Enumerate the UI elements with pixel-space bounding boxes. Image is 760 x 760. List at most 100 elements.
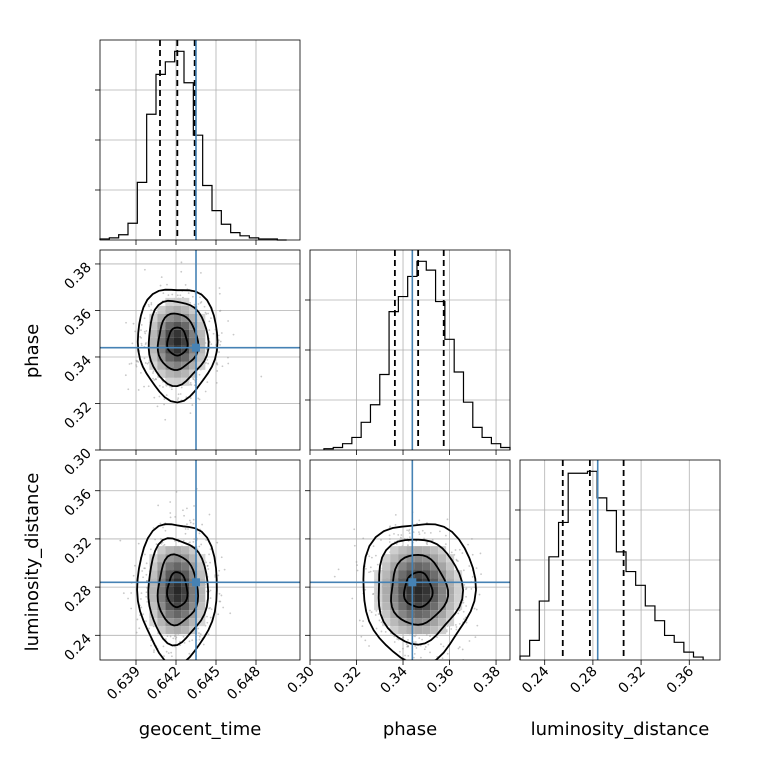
density-cell <box>173 562 182 571</box>
sample-point <box>399 538 402 541</box>
density-cell <box>173 546 182 555</box>
sample-point <box>208 553 210 556</box>
sample-point <box>423 532 426 534</box>
sample-point <box>454 549 457 551</box>
contour-level <box>156 553 200 627</box>
sample-point <box>463 583 466 586</box>
sample-point <box>425 634 428 636</box>
sample-point <box>407 655 410 657</box>
density-cell <box>398 570 407 579</box>
density-cell <box>398 610 407 619</box>
sample-point <box>185 665 187 667</box>
sample-point <box>152 377 154 380</box>
sample-point <box>461 648 464 651</box>
density-cell <box>181 546 190 555</box>
sample-point <box>380 630 383 633</box>
sample-point <box>189 412 192 415</box>
sample-point <box>220 594 223 597</box>
sample-point <box>153 379 156 381</box>
sample-point <box>416 522 418 525</box>
density-cell <box>422 594 431 603</box>
sample-point <box>177 393 180 396</box>
density-cell <box>446 570 455 579</box>
sample-point <box>183 641 186 644</box>
sample-point <box>191 639 194 642</box>
density-cell <box>165 313 174 322</box>
sample-point <box>198 632 200 634</box>
sample-point <box>427 643 430 646</box>
density-cell <box>197 602 206 611</box>
panel-frame <box>309 249 511 451</box>
sample-point <box>143 317 146 320</box>
sample-point <box>167 294 170 297</box>
sample-point <box>408 536 411 539</box>
sample-point <box>375 609 378 612</box>
density-cell <box>438 554 447 563</box>
sample-point <box>227 362 230 365</box>
sample-point <box>166 283 168 286</box>
sample-point <box>441 657 444 660</box>
sample-point <box>418 533 421 536</box>
sample-point <box>395 543 398 545</box>
density-cell <box>406 610 415 619</box>
density-cell <box>149 337 158 346</box>
density-cell <box>197 321 206 330</box>
density-cell <box>390 554 399 563</box>
sample-point <box>455 626 458 628</box>
sample-point <box>418 519 421 522</box>
sample-point <box>179 393 182 395</box>
sample-point <box>219 343 221 346</box>
density-cell <box>189 305 198 314</box>
sample-point <box>209 597 212 600</box>
density-cell <box>165 602 174 611</box>
sample-point <box>197 397 200 400</box>
y-tick-label: 0.36 <box>61 486 94 519</box>
sample-point <box>142 576 145 579</box>
sample-point <box>188 652 191 655</box>
sample-point <box>198 635 201 638</box>
sample-point <box>393 532 395 535</box>
sample-point <box>474 636 477 639</box>
density-cell <box>173 329 182 338</box>
sample-point <box>207 568 210 570</box>
density-cell <box>197 337 206 346</box>
density-cell <box>446 610 455 619</box>
density-cell <box>398 594 407 603</box>
sample-point <box>446 518 449 521</box>
sample-point <box>143 357 146 360</box>
sample-point <box>404 654 406 657</box>
sample-point <box>135 359 138 362</box>
density-cell <box>382 570 391 579</box>
sample-point <box>370 611 373 614</box>
density-cell <box>446 602 455 611</box>
density-cell <box>446 594 455 603</box>
density-cell <box>165 626 174 635</box>
density-cell <box>165 297 174 306</box>
sample-point <box>406 529 409 532</box>
y-axis-label-phase: phase <box>22 324 43 378</box>
sample-point <box>429 635 431 638</box>
sample-point <box>173 539 176 542</box>
sample-point <box>158 395 161 398</box>
density-cell <box>157 369 166 378</box>
sample-point <box>161 541 164 544</box>
density-cell <box>398 562 407 571</box>
density-cell <box>173 369 182 378</box>
density-cell <box>430 602 439 611</box>
density-cell <box>157 626 166 635</box>
density-cell <box>189 554 198 563</box>
sample-point <box>471 553 474 556</box>
sample-point <box>157 671 159 673</box>
sample-point <box>457 560 459 563</box>
density-cell <box>414 626 423 635</box>
sample-point <box>160 542 163 545</box>
sample-point <box>170 655 173 658</box>
density-cell <box>382 562 391 571</box>
sample-point <box>119 539 122 542</box>
sample-point <box>402 647 404 650</box>
sample-point <box>198 545 201 548</box>
sample-point <box>189 521 192 524</box>
density-cell <box>173 361 182 370</box>
sample-point <box>192 522 195 525</box>
sample-point <box>198 373 201 376</box>
